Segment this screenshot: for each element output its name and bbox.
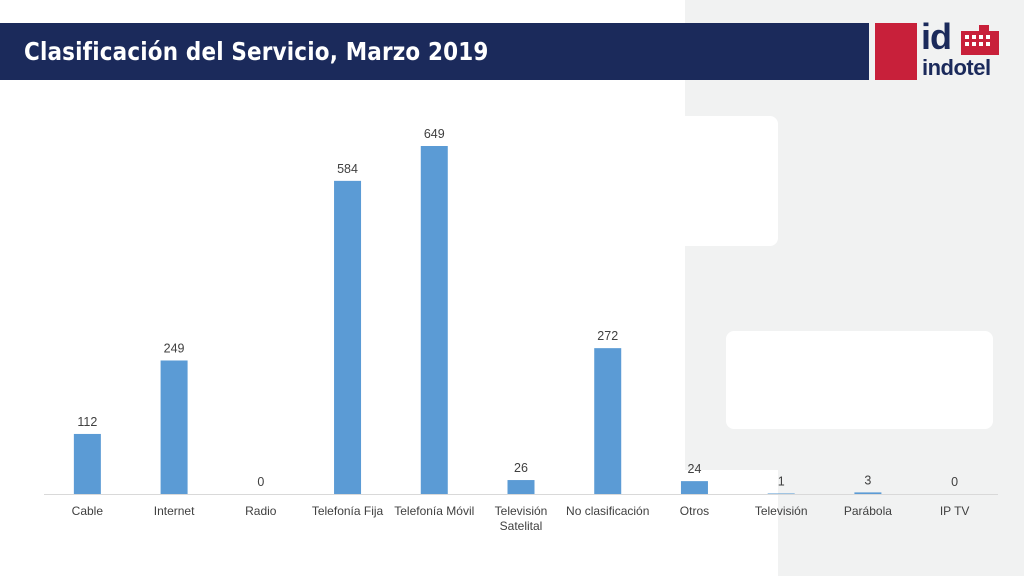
- category-label: Televisión: [755, 504, 808, 518]
- data-label: 3: [864, 473, 871, 487]
- background-card-upper: [660, 116, 778, 246]
- logo-name: indotel: [922, 55, 991, 80]
- logo-mark: id: [921, 16, 952, 57]
- bar: [420, 146, 448, 494]
- bar: [507, 480, 535, 494]
- category-label: Telefonía Móvil: [394, 504, 474, 518]
- bar: [680, 481, 708, 494]
- category-label: Internet: [154, 504, 195, 518]
- bar: [334, 180, 362, 494]
- data-label: 272: [597, 329, 618, 343]
- category-label: Telefonía Fija: [312, 504, 384, 518]
- bar: [73, 433, 101, 494]
- indotel-logo: id indotel: [875, 19, 1005, 81]
- logo-red-block: [875, 23, 917, 80]
- bar: [767, 493, 795, 494]
- logo-grid-icon: [961, 25, 999, 55]
- data-label: 112: [77, 415, 97, 429]
- background-card-bottom: [660, 470, 778, 576]
- data-label: 249: [164, 341, 185, 355]
- category-label: IP TV: [940, 504, 970, 518]
- category-label: Parábola: [844, 504, 892, 518]
- category-label: Radio: [245, 504, 277, 518]
- data-label: 26: [514, 461, 528, 475]
- data-label: 0: [257, 475, 264, 489]
- bar: [160, 360, 188, 494]
- bar: [594, 348, 622, 494]
- category-label: No clasificación: [566, 504, 649, 518]
- data-label: 584: [337, 162, 358, 176]
- category-label: Cable: [72, 504, 104, 518]
- data-label: 649: [424, 127, 445, 141]
- slide-title: Clasificación del Servicio, Marzo 2019: [24, 37, 489, 66]
- background-card-lower: [726, 331, 993, 429]
- data-label: 1: [778, 474, 785, 488]
- category-label: Televisión Satelital: [495, 504, 548, 533]
- category-label: Otros: [680, 504, 709, 518]
- title-bar: Clasificación del Servicio, Marzo 2019: [0, 23, 869, 80]
- data-label: 0: [951, 475, 958, 489]
- data-label: 24: [688, 462, 702, 476]
- bar: [854, 492, 882, 494]
